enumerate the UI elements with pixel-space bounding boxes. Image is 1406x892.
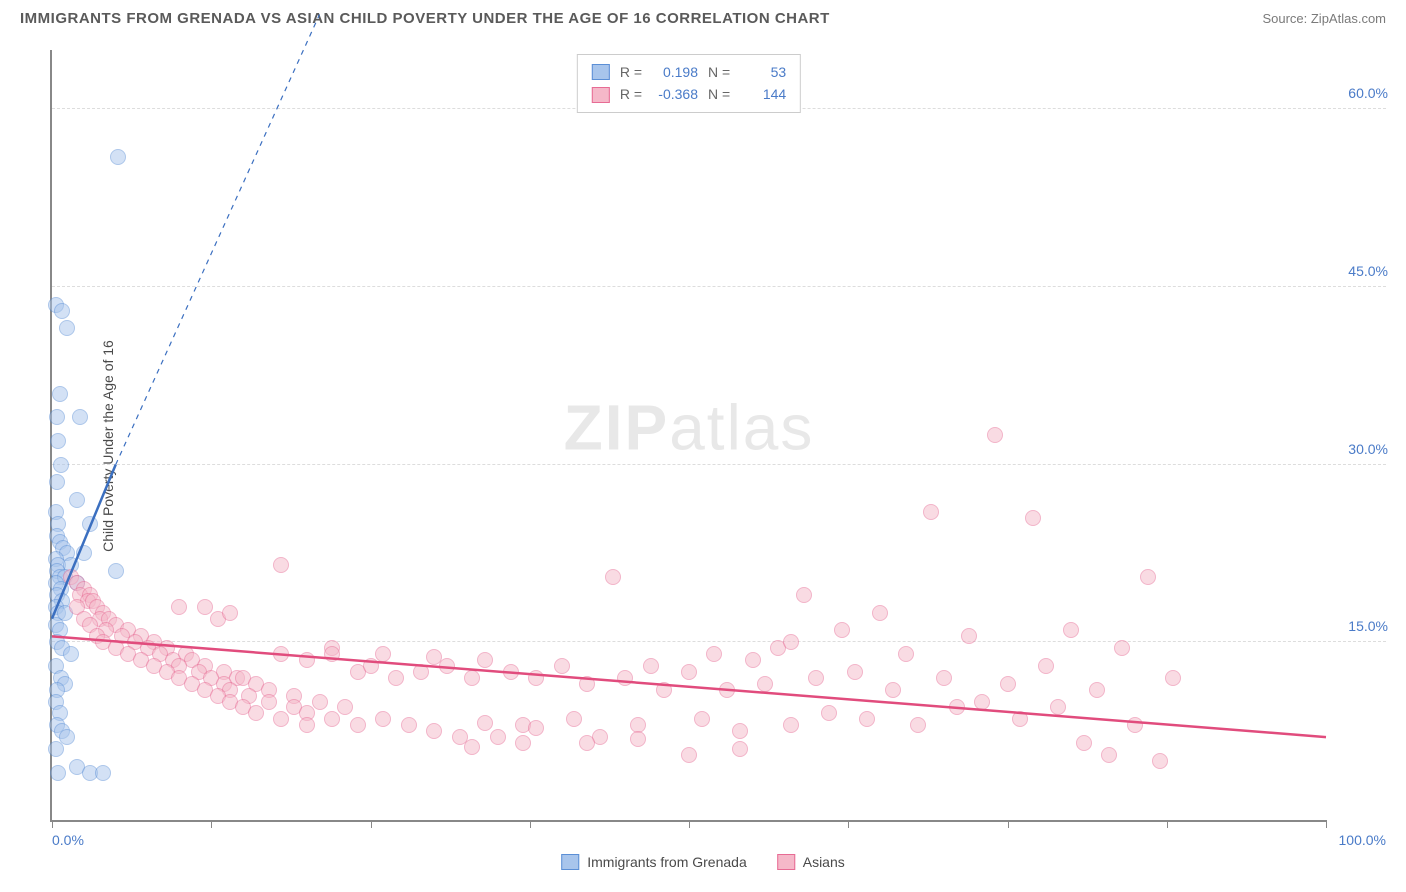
x-tick — [371, 820, 372, 828]
legend-swatch — [592, 87, 610, 103]
legend-r-label: R = — [620, 83, 642, 105]
legend-n-label: N = — [708, 61, 730, 83]
x-tick — [52, 820, 53, 828]
y-tick-label: 15.0% — [1348, 618, 1388, 634]
trend-line-grenada — [52, 465, 116, 619]
legend-r-label: R = — [620, 61, 642, 83]
legend-swatch — [592, 64, 610, 80]
correlation-legend: R = 0.198 N = 53 R = -0.368 N = 144 — [577, 54, 801, 113]
trend-line-asians — [52, 636, 1326, 737]
series-legend-label: Immigrants from Grenada — [587, 854, 747, 870]
y-tick-label: 60.0% — [1348, 85, 1388, 101]
legend-r-value: 0.198 — [652, 61, 698, 83]
correlation-legend-row: R = 0.198 N = 53 — [592, 61, 786, 83]
x-axis-max-label: 100.0% — [1339, 832, 1386, 848]
trend-lines — [52, 50, 1326, 820]
x-tick — [530, 820, 531, 828]
x-tick — [1326, 820, 1327, 828]
x-axis-min-label: 0.0% — [52, 832, 84, 848]
x-tick — [1167, 820, 1168, 828]
x-tick — [211, 820, 212, 828]
legend-swatch — [561, 854, 579, 870]
series-legend-item: Immigrants from Grenada — [561, 854, 747, 870]
series-legend-item: Asians — [777, 854, 845, 870]
source-attribution: Source: ZipAtlas.com — [1262, 11, 1386, 26]
y-tick-label: 45.0% — [1348, 263, 1388, 279]
chart-title: IMMIGRANTS FROM GRENADA VS ASIAN CHILD P… — [20, 10, 830, 27]
legend-r-value: -0.368 — [652, 83, 698, 105]
chart-header: IMMIGRANTS FROM GRENADA VS ASIAN CHILD P… — [20, 10, 1386, 27]
x-tick — [689, 820, 690, 828]
series-legend: Immigrants from Grenada Asians — [561, 854, 845, 870]
series-legend-label: Asians — [803, 854, 845, 870]
x-tick — [848, 820, 849, 828]
legend-n-label: N = — [708, 83, 730, 105]
legend-n-value: 144 — [740, 83, 786, 105]
legend-n-value: 53 — [740, 61, 786, 83]
correlation-legend-row: R = -0.368 N = 144 — [592, 83, 786, 105]
trend-line-dashed-grenada — [116, 14, 320, 464]
legend-swatch — [777, 854, 795, 870]
x-tick — [1008, 820, 1009, 828]
y-tick-label: 30.0% — [1348, 441, 1388, 457]
chart-plot-area: ZIPatlas R =0.198N =53R =-0.368N =144 0.… — [50, 50, 1326, 822]
